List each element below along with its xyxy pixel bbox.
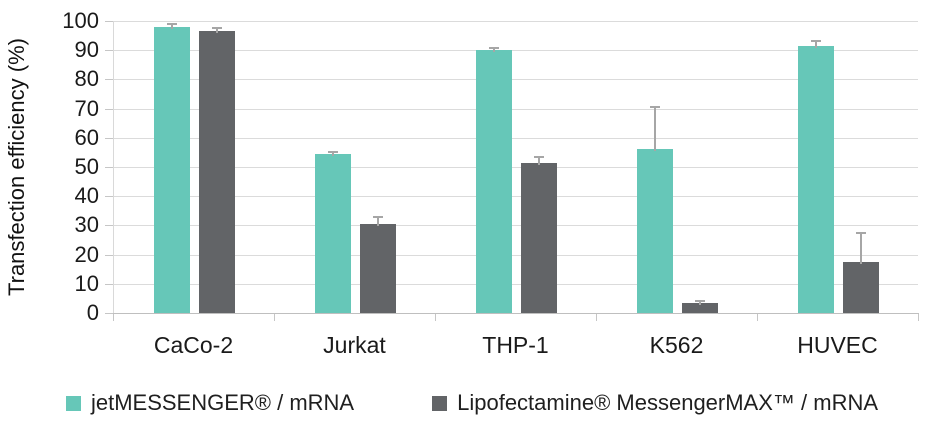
x-tick-label: CaCo-2 bbox=[153, 332, 234, 358]
x-axis-line bbox=[113, 313, 919, 314]
y-tick-mark bbox=[105, 50, 113, 52]
error-bar-whisker bbox=[332, 152, 334, 156]
error-bar-cap bbox=[695, 300, 705, 303]
bar-series-1 bbox=[637, 149, 673, 313]
error-bar-cap bbox=[489, 46, 499, 49]
x-tick-mark bbox=[274, 314, 275, 321]
y-tick-mark bbox=[105, 254, 113, 256]
error-bar-cap bbox=[534, 156, 544, 159]
gridline bbox=[114, 137, 918, 139]
bar-series-1 bbox=[798, 45, 834, 313]
x-tick-label: Jurkat bbox=[323, 332, 386, 358]
x-tick-label: THP-1 bbox=[482, 332, 549, 358]
y-tick-mark bbox=[105, 167, 113, 168]
error-bar-whisker bbox=[377, 216, 379, 226]
plot-area bbox=[113, 21, 918, 313]
bar-series-1 bbox=[154, 26, 190, 313]
bar-series-2 bbox=[682, 302, 718, 313]
y-tick-mark bbox=[105, 225, 113, 227]
bar-series-2 bbox=[843, 261, 879, 313]
legend-label: jetMESSENGER® / mRNA bbox=[90, 390, 355, 415]
y-tick-label: 10 bbox=[74, 270, 99, 296]
x-tick-mark bbox=[918, 314, 919, 321]
bar-series-1 bbox=[476, 50, 512, 313]
x-tick-mark bbox=[435, 314, 436, 321]
error-bar-cap bbox=[167, 22, 177, 25]
y-tick-label: 30 bbox=[74, 212, 99, 238]
error-bar-whisker bbox=[654, 107, 656, 152]
gridline bbox=[114, 108, 918, 110]
y-tick-label: 0 bbox=[86, 300, 99, 325]
y-tick-label: 20 bbox=[74, 241, 99, 267]
error-bar-cap bbox=[650, 106, 660, 109]
gridline bbox=[114, 283, 918, 285]
y-tick-label: 60 bbox=[74, 124, 99, 150]
x-tick-label: HUVEC bbox=[797, 332, 878, 358]
legend-swatch bbox=[65, 395, 81, 411]
legend-item: Lipofectamine® MessengerMAX™ / mRNA bbox=[432, 390, 878, 416]
bar-series-2 bbox=[360, 223, 396, 313]
y-tick-mark bbox=[105, 313, 113, 314]
y-tick-mark bbox=[105, 196, 113, 198]
x-tick-mark bbox=[113, 314, 114, 321]
error-bar-cap bbox=[212, 27, 222, 30]
error-bar-whisker bbox=[538, 157, 540, 165]
bar-series-2 bbox=[199, 31, 235, 313]
error-bar-whisker bbox=[216, 28, 218, 34]
gridline bbox=[114, 50, 918, 52]
error-bar-cap bbox=[373, 215, 383, 218]
error-bar-whisker bbox=[860, 232, 862, 264]
gridline bbox=[114, 167, 918, 168]
gridline bbox=[114, 79, 918, 81]
y-tick-label: 80 bbox=[74, 66, 99, 92]
x-tick-mark bbox=[596, 314, 597, 321]
gridline bbox=[114, 21, 918, 22]
y-tick-mark bbox=[105, 21, 113, 22]
legend-swatch bbox=[432, 395, 448, 411]
error-bar-cap bbox=[856, 231, 866, 234]
x-tick-label: K562 bbox=[649, 332, 704, 358]
y-tick-mark bbox=[105, 283, 113, 285]
y-tick-mark bbox=[105, 137, 113, 139]
y-tick-mark bbox=[105, 79, 113, 81]
gridline bbox=[114, 254, 918, 256]
error-bar-whisker bbox=[699, 301, 701, 305]
bar-series-2 bbox=[521, 162, 557, 313]
y-tick-label: 70 bbox=[74, 95, 99, 121]
y-tick-label: 100 bbox=[62, 8, 99, 33]
x-tick-mark bbox=[757, 314, 758, 321]
legend: jetMESSENGER® / mRNA Lipofectamine® Messe… bbox=[0, 388, 944, 418]
y-tick-label: 90 bbox=[74, 37, 99, 63]
gridline bbox=[114, 225, 918, 227]
error-bar-cap bbox=[328, 151, 338, 154]
y-tick-label: 40 bbox=[74, 183, 99, 209]
error-bar-whisker bbox=[815, 40, 817, 48]
error-bar-whisker bbox=[493, 47, 495, 53]
legend-item: jetMESSENGER® / mRNA bbox=[65, 390, 355, 416]
bar-series-1 bbox=[315, 153, 351, 313]
gridline bbox=[114, 196, 918, 198]
error-bar-cap bbox=[811, 39, 821, 42]
y-tick-mark bbox=[105, 108, 113, 110]
legend-label: Lipofectamine® MessengerMAX™ / mRNA bbox=[457, 390, 879, 415]
error-bar-whisker bbox=[171, 23, 173, 29]
y-tick-label: 50 bbox=[74, 154, 99, 179]
